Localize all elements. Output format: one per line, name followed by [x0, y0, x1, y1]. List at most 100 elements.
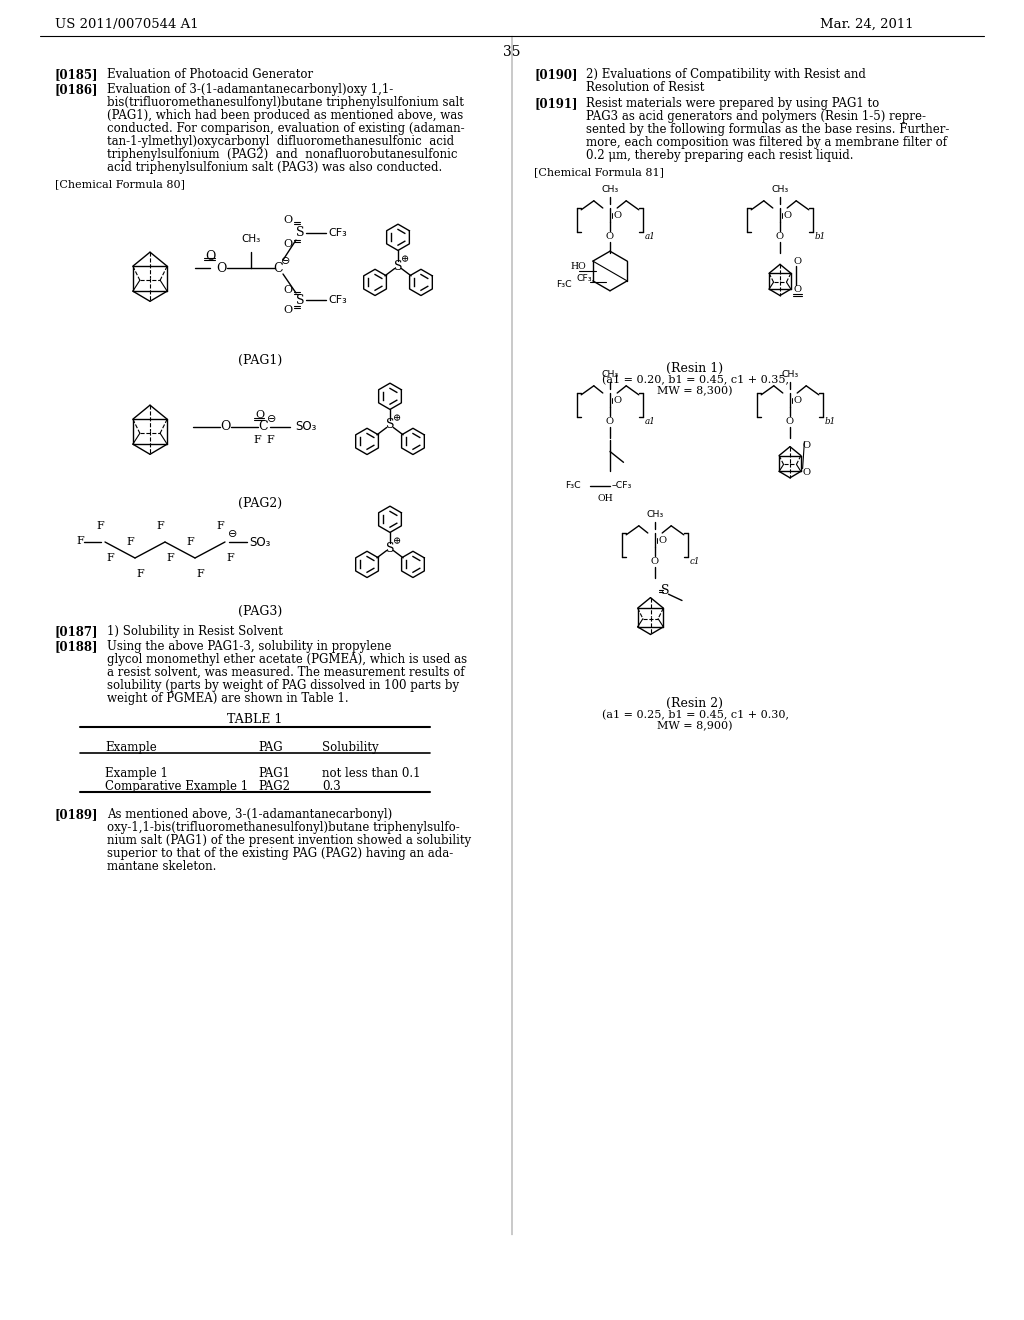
Text: F: F [186, 537, 194, 546]
Text: [Chemical Formula 80]: [Chemical Formula 80] [55, 180, 185, 189]
Text: As mentioned above, 3-(1-adamantanecarbonyl): As mentioned above, 3-(1-adamantanecarbo… [106, 808, 392, 821]
Text: SO₃: SO₃ [295, 421, 316, 433]
Text: O: O [220, 421, 230, 433]
Text: mantane skeleton.: mantane skeleton. [106, 861, 216, 873]
Text: O: O [794, 285, 802, 293]
Text: O: O [283, 285, 292, 294]
Text: [0189]: [0189] [55, 808, 98, 821]
Text: (Resin 1): (Resin 1) [667, 362, 724, 375]
Text: (PAG1): (PAG1) [238, 354, 283, 367]
Text: [0191]: [0191] [534, 96, 578, 110]
Text: ⊖: ⊖ [267, 414, 276, 424]
Text: O: O [802, 441, 810, 450]
Text: S: S [386, 541, 394, 554]
Text: O: O [658, 536, 667, 545]
Text: S: S [296, 293, 304, 306]
Text: O: O [794, 257, 802, 267]
Text: O: O [216, 261, 226, 275]
Text: superior to that of the existing PAG (PAG2) having an ada-: superior to that of the existing PAG (PA… [106, 847, 454, 861]
Text: (PAG1), which had been produced as mentioned above, was: (PAG1), which had been produced as menti… [106, 110, 463, 121]
Text: a resist solvent, was measured. The measurement results of: a resist solvent, was measured. The meas… [106, 667, 465, 678]
Text: F: F [216, 521, 224, 531]
Text: S: S [386, 418, 394, 432]
Text: Using the above PAG1-3, solubility in propylene: Using the above PAG1-3, solubility in pr… [106, 640, 391, 653]
Text: CH₃: CH₃ [646, 510, 664, 519]
Text: nium salt (PAG1) of the present invention showed a solubility: nium salt (PAG1) of the present inventio… [106, 834, 471, 847]
Text: F: F [126, 537, 134, 546]
Text: [Chemical Formula 81]: [Chemical Formula 81] [534, 168, 664, 177]
Text: not less than 0.1: not less than 0.1 [322, 767, 421, 780]
Text: O: O [786, 417, 794, 426]
Text: [0186]: [0186] [55, 83, 98, 96]
Text: F₃C: F₃C [557, 280, 572, 289]
Text: SO₃: SO₃ [249, 536, 270, 549]
Text: ⊕: ⊕ [392, 537, 400, 546]
Text: (a1 = 0.25, b1 = 0.45, c1 + 0.30,: (a1 = 0.25, b1 = 0.45, c1 + 0.30, [601, 710, 788, 721]
Text: 0.3: 0.3 [322, 780, 341, 793]
Text: tan-1-ylmethyl)oxycarbonyl  difluoromethanesulfonic  acid: tan-1-ylmethyl)oxycarbonyl difluorometha… [106, 135, 454, 148]
Text: (Resin 2): (Resin 2) [667, 697, 724, 710]
Text: ⊕: ⊕ [392, 414, 400, 422]
Text: b1: b1 [815, 232, 826, 242]
Text: 35: 35 [503, 45, 521, 59]
Text: F₃C: F₃C [565, 482, 582, 490]
Text: solubility (parts by weight of PAG dissolved in 100 parts by: solubility (parts by weight of PAG disso… [106, 678, 459, 692]
Text: [0187]: [0187] [55, 624, 98, 638]
Text: ⊖: ⊖ [282, 256, 291, 267]
Text: F: F [197, 569, 204, 579]
Text: [0190]: [0190] [534, 69, 578, 81]
Text: [0188]: [0188] [55, 640, 98, 653]
Text: acid triphenylsulfonium salt (PAG3) was also conducted.: acid triphenylsulfonium salt (PAG3) was … [106, 161, 442, 174]
Text: O: O [783, 211, 792, 219]
Text: CH₃: CH₃ [601, 185, 618, 194]
Text: US 2011/0070544 A1: US 2011/0070544 A1 [55, 18, 199, 30]
Text: F: F [226, 553, 233, 564]
Text: O: O [776, 232, 784, 242]
Text: –CF₃: –CF₃ [611, 482, 632, 490]
Text: S: S [394, 260, 402, 272]
Text: MW = 8,300): MW = 8,300) [657, 385, 733, 396]
Text: MW = 8,900): MW = 8,900) [657, 721, 733, 731]
Text: (a1 = 0.20, b1 = 0.45, c1 + 0.35,: (a1 = 0.20, b1 = 0.45, c1 + 0.35, [601, 375, 788, 385]
Text: O: O [255, 411, 264, 420]
Text: conducted. For comparison, evaluation of existing (adaman-: conducted. For comparison, evaluation of… [106, 121, 465, 135]
Text: CH₃: CH₃ [781, 370, 799, 379]
Text: C: C [273, 261, 283, 275]
Text: Evaluation of 3-(1-adamantanecarbonyl)oxy 1,1-: Evaluation of 3-(1-adamantanecarbonyl)ox… [106, 83, 393, 96]
Text: Example 1: Example 1 [105, 767, 168, 780]
Text: Resolution of Resist: Resolution of Resist [586, 81, 705, 94]
Text: weight of PGMEA) are shown in Table 1.: weight of PGMEA) are shown in Table 1. [106, 692, 348, 705]
Text: more, each composition was filtered by a membrane filter of: more, each composition was filtered by a… [586, 136, 947, 149]
Text: CH₃: CH₃ [242, 234, 261, 244]
Text: (PAG2): (PAG2) [238, 498, 282, 510]
Text: triphenylsulfonium  (PAG2)  and  nonafluorobutanesulfonic: triphenylsulfonium (PAG2) and nonafluoro… [106, 148, 458, 161]
Text: 0.2 μm, thereby preparing each resist liquid.: 0.2 μm, thereby preparing each resist li… [586, 149, 853, 162]
Text: (PAG3): (PAG3) [238, 605, 283, 618]
Text: a1: a1 [645, 232, 656, 242]
Text: CF₃: CF₃ [328, 228, 347, 238]
Text: a1: a1 [645, 417, 656, 426]
Text: S: S [660, 583, 670, 597]
Text: bis(trifluoromethanesulfonyl)butane triphenylsulfonium salt: bis(trifluoromethanesulfonyl)butane trip… [106, 96, 464, 110]
Text: Comparative Example 1: Comparative Example 1 [105, 780, 248, 793]
Text: 2) Evaluations of Compatibility with Resist and: 2) Evaluations of Compatibility with Res… [586, 69, 866, 81]
Text: CH₃: CH₃ [771, 185, 788, 194]
Text: c1: c1 [690, 557, 700, 566]
Text: F: F [266, 436, 273, 445]
Text: O: O [205, 251, 215, 264]
Text: O: O [613, 211, 622, 219]
Text: S: S [296, 227, 304, 239]
Text: O: O [606, 232, 614, 242]
Text: 1) Solubility in Resist Solvent: 1) Solubility in Resist Solvent [106, 624, 283, 638]
Text: glycol monomethyl ether acetate (PGMEA), which is used as: glycol monomethyl ether acetate (PGMEA),… [106, 653, 467, 667]
Text: O: O [606, 417, 614, 426]
Text: CF₃: CF₃ [328, 294, 347, 305]
Text: Evaluation of Photoacid Generator: Evaluation of Photoacid Generator [106, 69, 313, 81]
Text: PAG: PAG [258, 741, 283, 754]
Text: CF₃: CF₃ [577, 273, 593, 282]
Text: O: O [283, 239, 292, 249]
Text: ⊖: ⊖ [228, 529, 238, 539]
Text: ⊕: ⊕ [400, 255, 409, 264]
Text: C: C [258, 421, 268, 433]
Text: Solubility: Solubility [322, 741, 379, 754]
